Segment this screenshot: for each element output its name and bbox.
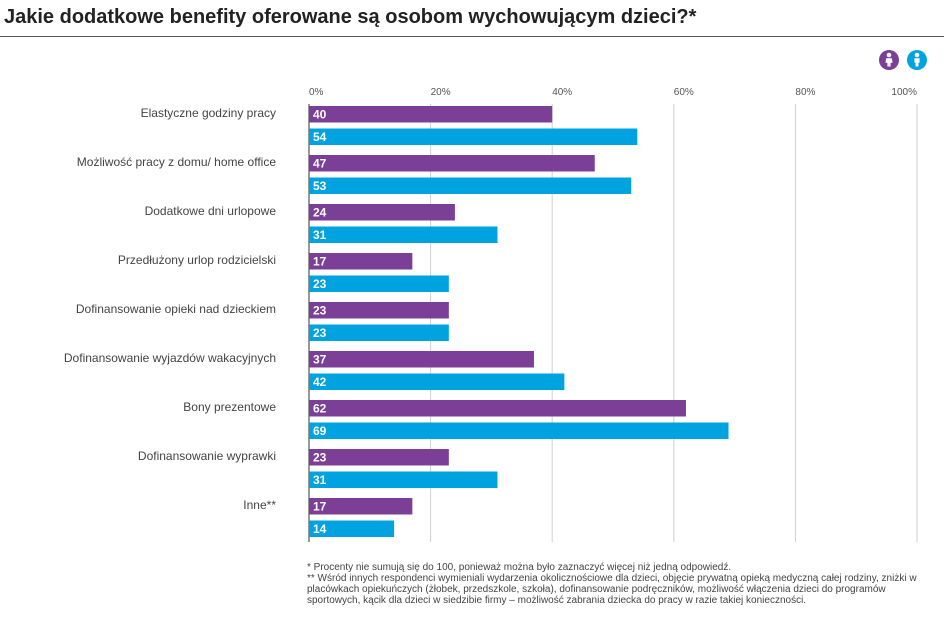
bar-value-label: 31 xyxy=(313,473,327,487)
bar xyxy=(309,155,595,172)
bar-value-label: 14 xyxy=(313,522,327,536)
category-label: Bony prezentowe xyxy=(183,400,276,414)
tick-label: 80% xyxy=(795,87,815,98)
category-label: Inne** xyxy=(243,498,276,512)
category-label: Możliwość pracy z domu/ home office xyxy=(77,155,277,169)
bar-value-label: 54 xyxy=(313,130,327,144)
category-label: Dofinansowanie wyjazdów wakacyjnych xyxy=(64,351,276,365)
bar xyxy=(309,471,498,488)
bar xyxy=(309,400,686,417)
category-label: Dodatkowe dni urlopowe xyxy=(145,204,277,218)
bar xyxy=(309,373,565,390)
woman-icon xyxy=(879,50,899,70)
bar xyxy=(309,253,413,270)
bar xyxy=(309,302,449,319)
bar-value-label: 42 xyxy=(313,375,327,389)
bar-value-label: 37 xyxy=(313,353,327,367)
bar xyxy=(309,204,455,221)
bar-value-label: 17 xyxy=(313,500,327,514)
man-icon xyxy=(907,50,927,70)
bar xyxy=(309,520,395,537)
bar xyxy=(309,275,449,292)
bar xyxy=(309,324,449,341)
footnote-1: * Procenty nie sumują się do 100, poniew… xyxy=(307,562,732,573)
bar-value-label: 24 xyxy=(313,206,327,220)
tick-label: 100% xyxy=(891,87,917,98)
bar-value-label: 47 xyxy=(313,157,327,171)
bar-value-label: 40 xyxy=(313,108,327,122)
bar-value-label: 62 xyxy=(313,402,327,416)
tick-label: 20% xyxy=(431,87,451,98)
bar-value-label: 31 xyxy=(313,228,327,242)
category-label: Dofinansowanie opieki nad dzieckiem xyxy=(76,302,276,316)
bar-value-label: 23 xyxy=(313,304,327,318)
bar-value-label: 53 xyxy=(313,179,327,193)
bar xyxy=(309,106,553,123)
bar-value-label: 23 xyxy=(313,451,327,465)
bar-value-label: 17 xyxy=(313,255,327,269)
tick-label: 40% xyxy=(552,87,572,98)
category-label: Dofinansowanie wyprawki xyxy=(138,449,276,463)
category-label: Elastyczne godziny pracy xyxy=(141,106,276,120)
bar xyxy=(309,351,534,368)
bar-value-label: 23 xyxy=(313,277,327,291)
chart-title: Jakie dodatkowe benefity oferowane są os… xyxy=(4,6,697,28)
footnotes: * Procenty nie sumują się do 100, poniew… xyxy=(307,562,917,606)
bar-value-label: 69 xyxy=(313,424,327,438)
footnote-2: ** Wśród innych respondenci wymieniali w… xyxy=(307,573,917,606)
category-label: Przedłużony urlop rodzicielski xyxy=(118,253,276,267)
bar xyxy=(309,128,638,145)
bar xyxy=(309,422,729,439)
bar xyxy=(309,226,498,243)
bar-value-label: 23 xyxy=(313,326,327,340)
bar xyxy=(309,177,632,194)
bar xyxy=(309,449,449,466)
tick-label: 0% xyxy=(309,87,324,98)
bar xyxy=(309,498,413,515)
title-divider xyxy=(0,36,944,37)
bar-chart: 0% 20% 40% 60% 80% 100% Elastyczne godziny pra… xyxy=(64,87,918,542)
tick-label: 60% xyxy=(674,87,694,98)
